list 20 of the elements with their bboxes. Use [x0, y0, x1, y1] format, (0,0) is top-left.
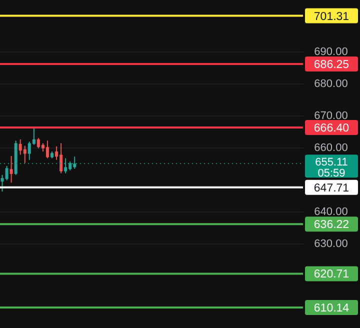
- ref-line-label: 686.25: [314, 59, 350, 71]
- ref-line-label: 610.14: [314, 302, 350, 315]
- candlestick: [64, 158, 68, 174]
- text: 05:59: [318, 168, 346, 180]
- ref-line-label: 647.71: [314, 182, 350, 194]
- candlestick: [23, 145, 26, 164]
- ref-line-label: 666.40: [314, 122, 350, 135]
- ref-line-label: 701.31: [314, 10, 350, 23]
- y-tick-label: 630.00: [314, 238, 348, 250]
- candlestick: [46, 140, 49, 159]
- y-tick-label: 680.00: [314, 78, 348, 90]
- ref-line-label: 620.71: [314, 268, 350, 281]
- ref-line-label: 655.11: [315, 156, 348, 169]
- y-tick-label: 640.00: [314, 206, 348, 218]
- candlestick: [10, 156, 13, 184]
- y-tick-label: 690.00: [314, 46, 348, 58]
- y-tick-label: 660.00: [314, 142, 348, 154]
- y-tick-label: 670.00: [314, 110, 348, 122]
- candlestick: [5, 165, 8, 181]
- ref-line-label: 636.22: [314, 219, 350, 232]
